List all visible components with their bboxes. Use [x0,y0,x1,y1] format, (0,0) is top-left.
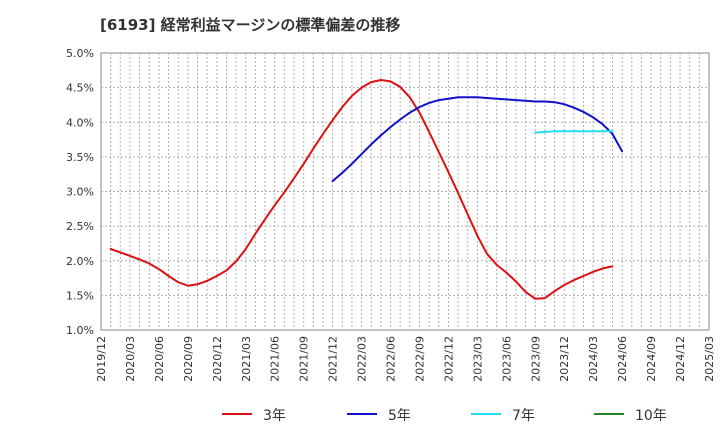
y-tick-label: 3.5% [66,151,94,164]
x-tick-label: 2021/03 [240,336,253,382]
legend-label: 10年 [635,408,667,424]
x-tick-label: 2023/12 [558,336,571,382]
x-tick-label: 2022/06 [385,336,398,382]
series-line [534,130,614,134]
x-tick-label: 2024/12 [674,336,687,382]
x-tick-label: 2025/03 [703,336,716,382]
x-tick-label: 2022/09 [413,336,426,382]
y-tick-label: 5.0% [66,47,94,60]
y-tick-label: 2.5% [66,220,94,233]
series-layer [109,79,624,300]
x-tick-label: 2023/03 [471,336,484,382]
legend-label: 5年 [388,408,411,424]
x-tick-label: 2019/12 [95,336,108,382]
legend: 3年 5年 7年 10年 [222,408,667,424]
x-tick-label: 2024/06 [616,336,629,382]
x-tick-label: 2021/12 [327,336,340,382]
x-tick-label: 2024/09 [645,336,658,382]
x-tick-label: 2020/06 [153,336,166,382]
series-line [331,96,624,183]
chart-title: [6193] 経常利益マージンの標準偏差の推移 [100,16,401,34]
x-tick-label: 2020/09 [182,336,195,382]
x-tick-label: 2023/09 [529,336,542,382]
y-tick-label: 1.5% [66,289,94,302]
y-tick-label: 2.0% [66,255,94,268]
x-tick-label: 2020/12 [211,336,224,382]
x-tick-label: 2022/03 [356,336,369,382]
x-tick-labels: 2019/12 2020/03 2020/06 2020/09 2020/12 2021/… [95,336,716,382]
y-tick-label: 4.0% [66,116,94,129]
x-tick-label: 2020/03 [124,336,137,382]
y-tick-label: 4.5% [66,82,94,95]
y-tick-labels: 1.0% 1.5% 2.0% 2.5% 3.0% 3.5% 4.0% 4.5% 5.0% [66,47,94,337]
x-tick-label: 2021/09 [298,336,311,382]
x-tick-label: 2022/12 [442,336,455,382]
legend-label: 3年 [263,408,286,424]
x-tick-label: 2021/06 [269,336,282,382]
x-tick-label: 2023/06 [500,336,513,382]
y-tick-label: 1.0% [66,324,94,337]
x-tick-label: 2024/03 [587,336,600,382]
series-line [109,79,614,300]
legend-label: 7年 [512,408,535,424]
grid-layer [101,53,709,330]
y-tick-label: 3.0% [66,186,94,199]
